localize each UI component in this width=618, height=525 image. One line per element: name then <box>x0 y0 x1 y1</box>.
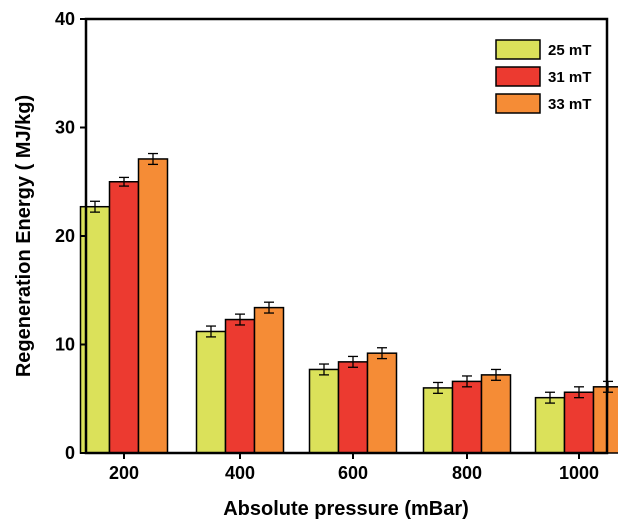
legend-swatch-31mt <box>495 66 541 87</box>
y-tick-label-30: 30 <box>55 118 75 138</box>
bar-25mt-600 <box>308 368 340 454</box>
bar-31mt-1000 <box>563 391 595 454</box>
bar-31mt-800 <box>451 380 483 454</box>
bar-25mt-400 <box>195 330 227 454</box>
bars-group <box>79 158 618 454</box>
x-tick-label-800: 800 <box>452 463 482 483</box>
legend-label-25mt: 25 mT <box>548 42 591 59</box>
legend-swatch-33mt <box>495 93 541 114</box>
bar-33mt-400 <box>253 306 285 454</box>
y-axis-title: Regeneration Energy ( MJ/kg) <box>13 95 35 377</box>
legend: 25 mT 31 mT 33 mT <box>495 39 591 114</box>
legend-label-31mt: 31 mT <box>548 69 591 86</box>
bar-25mt-1000 <box>534 396 566 454</box>
x-tick-label-200: 200 <box>109 463 139 483</box>
bar-33mt-200 <box>137 158 169 454</box>
y-tick-label-0: 0 <box>65 443 75 463</box>
x-axis-title: Absolute pressure (mBar) <box>223 498 469 520</box>
bar-31mt-400 <box>224 318 256 454</box>
bar-31mt-600 <box>337 361 369 454</box>
bar-25mt-800 <box>422 387 454 454</box>
y-tick-label-10: 10 <box>55 335 75 355</box>
legend-swatch-25mt <box>495 39 541 60</box>
y-axis: 0 10 20 30 40 <box>55 9 86 463</box>
x-axis: 200 400 600 800 1000 <box>109 453 599 483</box>
x-tick-label-1000: 1000 <box>559 463 599 483</box>
x-tick-label-600: 600 <box>338 463 368 483</box>
x-tick-label-400: 400 <box>225 463 255 483</box>
bar-33mt-600 <box>366 352 398 454</box>
y-tick-label-40: 40 <box>55 9 75 29</box>
y-tick-label-20: 20 <box>55 226 75 246</box>
bar-33mt-800 <box>480 374 512 454</box>
bar-31mt-200 <box>108 181 140 454</box>
legend-label-33mt: 33 mT <box>548 96 591 113</box>
